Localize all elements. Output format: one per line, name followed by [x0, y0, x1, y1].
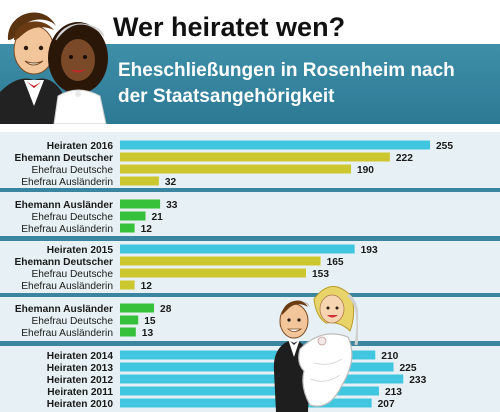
subtitle-line-2: der Staatsangehörigkeit: [118, 86, 335, 107]
category-label: Ehemann Ausländer: [15, 200, 113, 211]
bar: [120, 315, 139, 325]
value-label: 207: [378, 399, 395, 410]
bar: [120, 362, 394, 372]
value-label: 15: [144, 316, 156, 327]
header: Wer heiratet wen? Eheschließungen in Ros…: [0, 0, 500, 132]
bar: [120, 268, 306, 278]
category-label: Ehemann Deutscher: [14, 153, 113, 164]
band-separator: [0, 236, 500, 241]
bar: [120, 386, 379, 396]
bar: [120, 303, 155, 313]
band-separator: [0, 188, 500, 192]
bar: [120, 280, 135, 290]
bar: [120, 199, 161, 209]
page-title: Wer heiratet wen?: [113, 12, 346, 42]
value-label: 193: [361, 245, 378, 256]
bar: [120, 140, 430, 150]
value-label: 12: [141, 281, 153, 292]
subtitle-line-1: Eheschließungen in Rosenheim nach: [118, 60, 455, 81]
bar: [120, 223, 135, 233]
value-label: 225: [400, 363, 417, 374]
category-label: Ehefrau Deutsche: [31, 316, 113, 327]
category-label: Heiraten 2015: [47, 245, 114, 256]
bar: [120, 152, 390, 162]
category-label: Ehemann Ausländer: [15, 304, 113, 315]
chart-plot-area: Heiraten 2016 255 Ehemann Deutscher 222 Ehef…: [14, 140, 453, 410]
value-label: 210: [381, 351, 398, 362]
bar: [120, 398, 372, 408]
category-label: Ehefrau Ausländerin: [21, 328, 113, 339]
value-label: 12: [141, 224, 153, 235]
category-label: Heiraten 2010: [47, 399, 114, 410]
bar: [120, 374, 404, 384]
couple-illustration: [0, 12, 108, 124]
value-label: 255: [436, 141, 453, 152]
band-group: [0, 297, 500, 341]
bar-chart: Heiraten 2016 255 Ehemann Deutscher 222 Ehef…: [0, 132, 500, 412]
bar: [120, 256, 321, 266]
category-label: Ehefrau Ausländerin: [21, 281, 113, 292]
value-label: 21: [152, 212, 164, 223]
band-separator: [0, 341, 500, 346]
bar: [120, 350, 376, 360]
value-label: 165: [327, 257, 344, 268]
value-label: 13: [142, 328, 154, 339]
value-label: 213: [385, 387, 402, 398]
category-label: Ehefrau Ausländerin: [21, 177, 113, 188]
category-label: Ehefrau Deutsche: [31, 269, 113, 280]
wedding-couple-illustration: [273, 286, 358, 412]
bar: [120, 164, 351, 174]
category-label: Heiraten 2011: [47, 387, 113, 398]
bar: [120, 327, 136, 337]
value-label: 233: [409, 375, 426, 386]
bar: [120, 176, 159, 186]
category-label: Heiraten 2013: [47, 363, 114, 374]
category-label: Heiraten 2012: [47, 375, 114, 386]
value-label: 28: [160, 304, 172, 315]
value-label: 153: [312, 269, 329, 280]
band-separator: [0, 293, 500, 297]
band-group: [0, 192, 500, 236]
category-label: Heiraten 2016: [47, 141, 114, 152]
category-label: Heiraten 2014: [47, 351, 114, 362]
value-label: 222: [396, 153, 413, 164]
category-label: Ehefrau Ausländerin: [21, 224, 113, 235]
category-label: Ehemann Deutscher: [14, 257, 113, 268]
value-label: 190: [357, 165, 374, 176]
bar: [120, 211, 146, 221]
category-label: Ehefrau Deutsche: [31, 165, 113, 176]
bar: [120, 244, 355, 254]
value-label: 33: [166, 200, 178, 211]
category-label: Ehefrau Deutsche: [31, 212, 113, 223]
value-label: 32: [165, 177, 177, 188]
